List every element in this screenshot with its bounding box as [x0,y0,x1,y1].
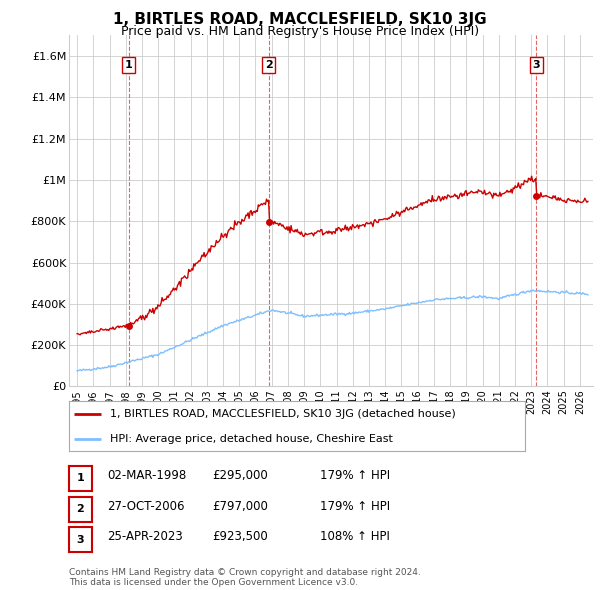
Text: 179% ↑ HPI: 179% ↑ HPI [320,500,390,513]
Text: 1: 1 [125,60,133,70]
Text: HPI: Average price, detached house, Cheshire East: HPI: Average price, detached house, Ches… [110,434,393,444]
Text: 25-APR-2023: 25-APR-2023 [107,530,182,543]
Text: 3: 3 [77,535,84,545]
Text: £797,000: £797,000 [212,500,268,513]
Text: 1, BIRTLES ROAD, MACCLESFIELD, SK10 3JG (detached house): 1, BIRTLES ROAD, MACCLESFIELD, SK10 3JG … [110,409,456,419]
Text: 2: 2 [265,60,272,70]
Text: 3: 3 [533,60,540,70]
Text: 1: 1 [77,474,84,483]
Text: £923,500: £923,500 [212,530,268,543]
Text: Price paid vs. HM Land Registry's House Price Index (HPI): Price paid vs. HM Land Registry's House … [121,25,479,38]
Text: Contains HM Land Registry data © Crown copyright and database right 2024.: Contains HM Land Registry data © Crown c… [69,568,421,577]
Text: 1, BIRTLES ROAD, MACCLESFIELD, SK10 3JG: 1, BIRTLES ROAD, MACCLESFIELD, SK10 3JG [113,12,487,27]
Text: 27-OCT-2006: 27-OCT-2006 [107,500,184,513]
Text: 179% ↑ HPI: 179% ↑ HPI [320,469,390,482]
Text: 2: 2 [77,504,84,514]
Text: 02-MAR-1998: 02-MAR-1998 [107,469,186,482]
Text: 108% ↑ HPI: 108% ↑ HPI [320,530,389,543]
Text: £295,000: £295,000 [212,469,268,482]
Text: This data is licensed under the Open Government Licence v3.0.: This data is licensed under the Open Gov… [69,578,358,587]
